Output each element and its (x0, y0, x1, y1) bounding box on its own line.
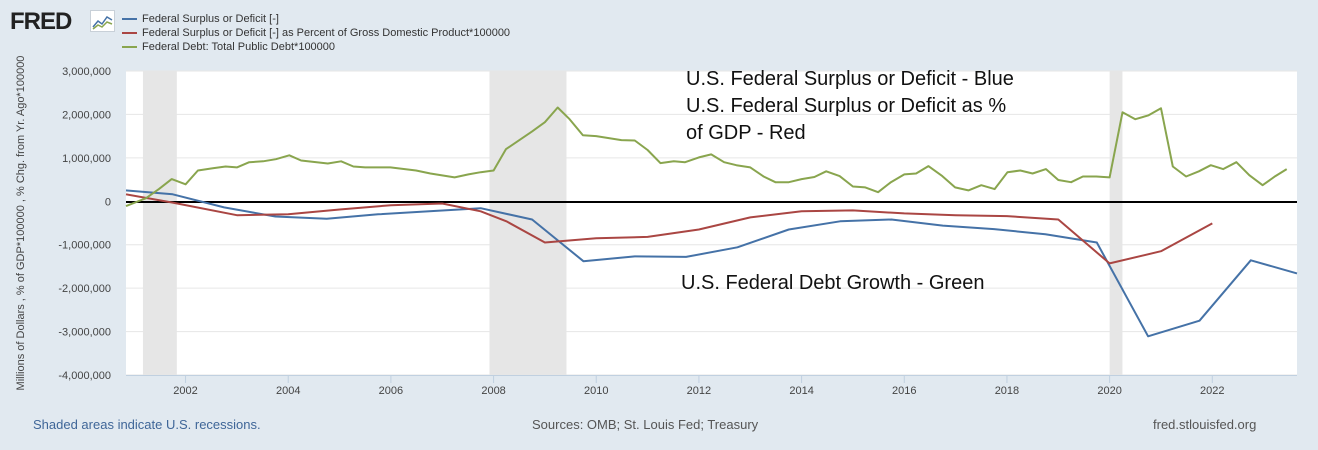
recession-band (489, 71, 567, 375)
legend-item-surplus[interactable]: Federal Surplus or Deficit [-] (122, 12, 510, 26)
y-tick-label: 2,000,000 (62, 109, 111, 121)
annotation-blue: U.S. Federal Surplus or Deficit - Blue (686, 68, 1014, 90)
y-tick-label: -3,000,000 (58, 327, 111, 339)
recession-note: Shaded areas indicate U.S. recessions. (33, 417, 261, 432)
x-tick-label: 2010 (584, 385, 608, 397)
y-tick-label: 1,000,000 (62, 153, 111, 165)
legend-swatch-green (122, 46, 137, 48)
fred-logo[interactable]: FRED (10, 8, 72, 35)
legend-label: Federal Surplus or Deficit [-] (142, 13, 279, 25)
series-line-surplus-deficit[interactable] (125, 189, 1298, 338)
x-tick-label: 2008 (481, 385, 505, 397)
y-tick-label: -1,000,000 (58, 240, 111, 252)
x-tick-label: 2006 (379, 385, 403, 397)
chart-legend: Federal Surplus or Deficit [-] Federal S… (122, 12, 510, 54)
legend-swatch-red (122, 32, 137, 34)
x-axis-ticks: 2002 2004 2006 2008 2010 2012 2014 2016 2018 2020… (173, 375, 1225, 397)
recession-band (142, 71, 177, 375)
legend-item-surplus-pct-gdp[interactable]: Federal Surplus or Deficit [-] as Percen… (122, 26, 510, 40)
sources-text: Sources: OMB; St. Louis Fed; Treasury (532, 417, 759, 432)
y-tick-label: -4,000,000 (58, 370, 111, 382)
recession-bands (142, 71, 1123, 375)
annotation-red-line2: of GDP - Red (686, 122, 806, 144)
legend-swatch-blue (122, 18, 137, 20)
legend-label: Federal Debt: Total Public Debt*100000 (142, 41, 336, 53)
legend-label: Federal Surplus or Deficit [-] as Percen… (142, 27, 511, 39)
y-tick-label: 3,000,000 (62, 66, 111, 78)
x-tick-label: 2018 (995, 385, 1019, 397)
series-line-total-debt-growth[interactable] (125, 106, 1288, 208)
plot-area (126, 71, 1297, 375)
x-tick-label: 2002 (173, 385, 197, 397)
site-link[interactable]: fred.stlouisfed.org (1153, 417, 1257, 432)
legend-item-debt[interactable]: Federal Debt: Total Public Debt*100000 (122, 40, 510, 54)
recession-band (1109, 71, 1123, 375)
x-tick-label: 2014 (789, 385, 813, 397)
y-tick-label: 0 (105, 196, 111, 208)
x-tick-label: 2012 (687, 385, 711, 397)
x-tick-label: 2020 (1097, 385, 1121, 397)
fred-chart-icon (90, 10, 115, 32)
y-tick-label: -2,000,000 (58, 283, 111, 295)
gridlines (126, 70, 1297, 376)
x-tick-label: 2004 (276, 385, 300, 397)
y-axis-ticks: 3,000,000 2,000,000 1,000,000 0 -1,000,000 -2… (58, 66, 111, 382)
annotation-green: U.S. Federal Debt Growth - Green (681, 272, 984, 294)
annotation-red-line1: U.S. Federal Surplus or Deficit as % (686, 95, 1006, 117)
x-tick-label: 2016 (892, 385, 916, 397)
series-line-surplus-pct-gdp[interactable] (125, 193, 1213, 265)
x-tick-label: 2022 (1200, 385, 1224, 397)
series-lines (125, 106, 1298, 338)
y-axis-label: Millions of Dollars , % of GDP*100000 , … (15, 56, 27, 391)
